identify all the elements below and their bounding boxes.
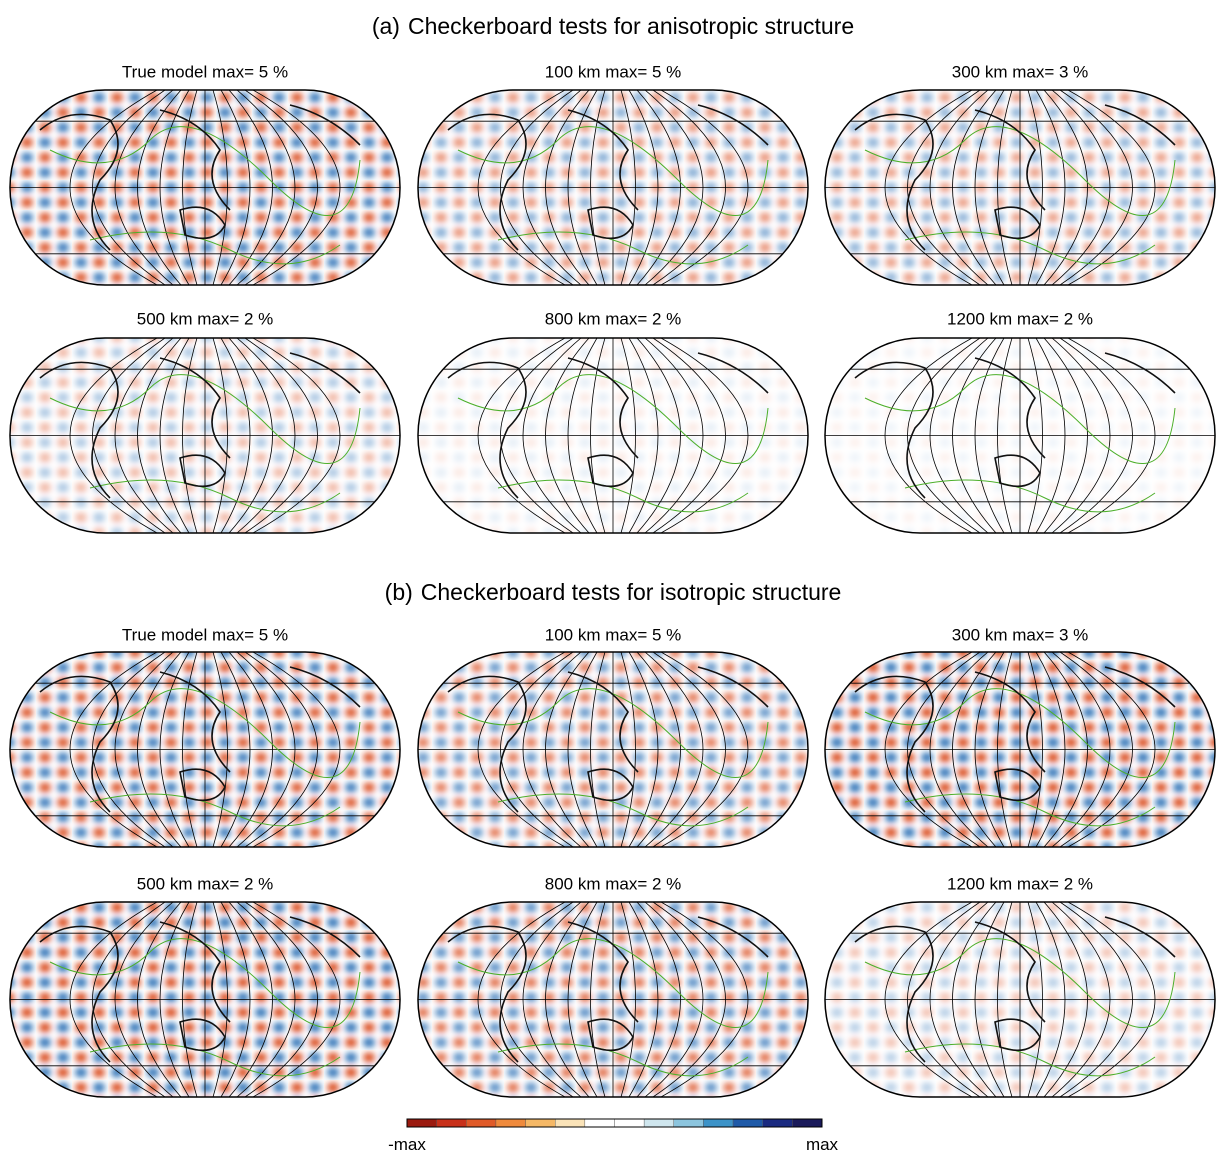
colorbar-segment [555,1119,585,1127]
panel-title: 1200 km max= 2 % [947,309,1093,328]
map [825,90,1215,285]
panel-title: 300 km max= 3 % [952,62,1089,81]
map [825,902,1215,1097]
section-label: (b) [385,579,413,605]
colorbar-segment [466,1119,496,1127]
section-text: Checkerboard tests for anisotropic struc… [408,13,854,39]
colorbar-segment [615,1119,645,1127]
section-title: (a) Checkerboard tests for anisotropic st… [372,13,854,39]
figure: (a) Checkerboard tests for anisotropic st… [0,0,1226,1165]
panel-title: True model max= 5 % [122,62,288,81]
map [418,902,808,1097]
section-label: (a) [372,13,400,39]
colorbar-segment [437,1119,467,1127]
map [418,90,808,285]
panel-title: 1200 km max= 2 % [947,874,1093,893]
map [10,90,400,285]
map [10,652,400,847]
section-title: (b) Checkerboard tests for isotropic stru… [385,579,842,605]
colorbar-segment [644,1119,674,1127]
colorbar-segment [733,1119,763,1127]
map [418,338,808,533]
panel-title: True model max= 5 % [122,625,288,644]
colorbar-segment [763,1119,793,1127]
panel-title: 800 km max= 2 % [545,874,682,893]
panel-title: 100 km max= 5 % [545,62,682,81]
panel-title: 500 km max= 2 % [137,309,274,328]
colorbar-segment [792,1119,822,1127]
colorbar-segment [585,1119,615,1127]
colorbar-segment [407,1119,437,1127]
panel-title: 100 km max= 5 % [545,625,682,644]
map [825,652,1215,847]
colorbar-segment [526,1119,556,1127]
panel-title: 500 km max= 2 % [137,874,274,893]
map [10,338,400,533]
colorbar-segment [674,1119,704,1127]
section-text: Checkerboard tests for isotropic structu… [421,579,842,605]
panel-title: 800 km max= 2 % [545,309,682,328]
colorbar-min: -max [388,1135,426,1154]
map [418,652,808,847]
colorbar-max: max [806,1135,839,1154]
colorbar-segment [703,1119,733,1127]
map [825,338,1215,533]
panel-title: 300 km max= 3 % [952,625,1089,644]
map [10,902,400,1097]
colorbar-segment [496,1119,526,1127]
